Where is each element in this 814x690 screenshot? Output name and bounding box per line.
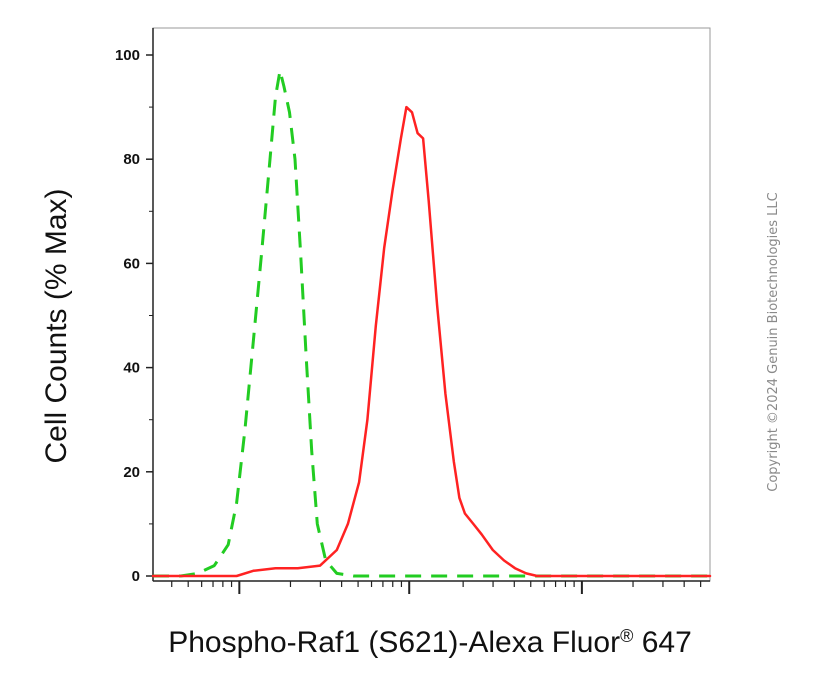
y-tick-label: 60	[123, 255, 140, 272]
y-tick-label: 80	[123, 151, 140, 168]
copyright-text: Copyright ©2024 Genuin Biotechnologies L…	[766, 192, 781, 491]
y-tick-label: 100	[115, 47, 140, 64]
control-histogram-line	[153, 69, 710, 578]
y-tick-label: 0	[132, 568, 140, 585]
y-axis-ticks: 0 20 40 60 80 100	[115, 47, 153, 585]
x-axis-label: Phospho-Raf1 (S621)-Alexa Fluor® 647	[168, 626, 692, 659]
plot-axes	[152, 27, 711, 582]
stained-histogram-line	[151, 105, 712, 578]
y-axis-label: Cell Counts (% Max)	[40, 188, 73, 463]
y-tick-label: 20	[123, 464, 140, 481]
x-axis-label-registered-mark: ®	[620, 626, 633, 646]
x-axis-ticks	[171, 581, 702, 594]
series-group	[151, 69, 712, 578]
y-tick-label: 40	[123, 360, 140, 377]
x-axis-label-main: Phospho-Raf1 (S621)-Alexa Fluor	[168, 626, 620, 659]
x-axis-label-suffix: 647	[633, 626, 691, 659]
